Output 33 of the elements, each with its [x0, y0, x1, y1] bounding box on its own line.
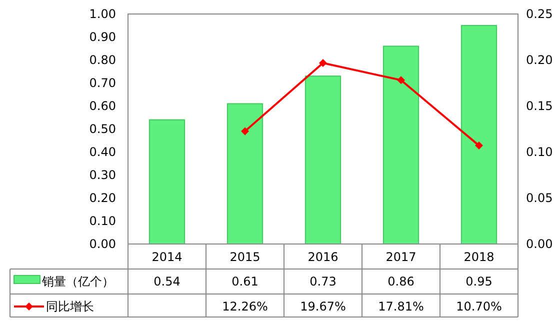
y-tick-label: 0.10	[89, 214, 116, 228]
y-tick-label: 0.30	[89, 168, 116, 182]
y-tick-label: 0.80	[89, 53, 116, 67]
y2-tick-label: 0.00	[526, 237, 553, 251]
y-tick-label: 0.90	[89, 30, 116, 44]
legend-label: 同比增长	[46, 300, 94, 314]
y2-tick-label: 0.25	[526, 7, 553, 21]
y-tick-label: 0.00	[89, 237, 116, 251]
x-tick-label: 2016	[308, 250, 338, 264]
x-tick-label: 2017	[386, 250, 416, 264]
data-label: 0.61	[232, 274, 258, 288]
y2-tick-label: 0.15	[526, 99, 553, 113]
x-tick-label: 2015	[230, 250, 260, 264]
data-label: 0.95	[466, 274, 492, 288]
data-label: 17.81%	[378, 300, 424, 314]
data-label: 0.54	[154, 274, 180, 288]
x-tick-label: 2014	[152, 250, 182, 264]
data-label: 10.70%	[456, 300, 502, 314]
x-tick-label: 2018	[464, 250, 494, 264]
y-tick-label: 0.20	[89, 191, 116, 205]
y-tick-label: 0.50	[89, 122, 116, 136]
y-tick-label: 0.40	[89, 145, 116, 159]
data-label: 12.26%	[222, 300, 268, 314]
legend-label: 销量（亿个）	[41, 274, 114, 288]
data-label: 0.73	[310, 274, 336, 288]
data-label: 0.86	[388, 274, 414, 288]
y-tick-label: 0.70	[89, 76, 116, 90]
y-tick-label: 1.00	[89, 7, 116, 21]
data-label: 19.67%	[300, 300, 346, 314]
y2-tick-label: 0.05	[526, 191, 553, 205]
y2-tick-label: 0.20	[526, 53, 553, 67]
y-tick-label: 0.60	[89, 99, 116, 113]
y2-tick-label: 0.10	[526, 145, 553, 159]
